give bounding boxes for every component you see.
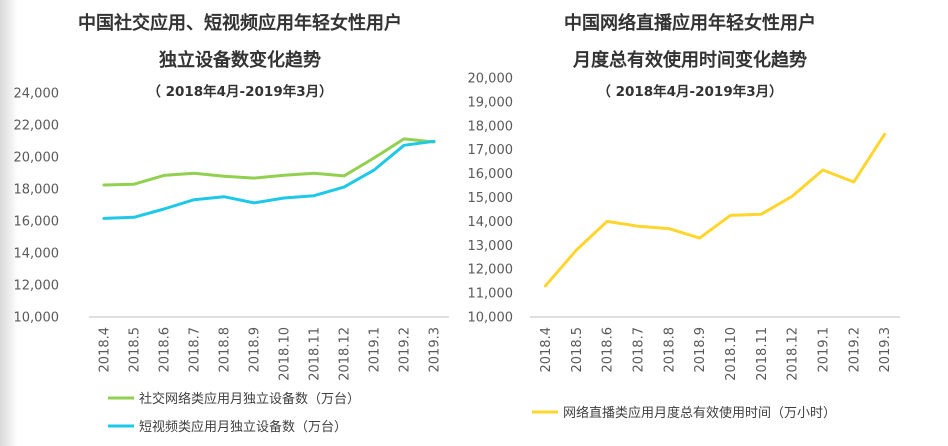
chart1-legend-label-1: 社交网络类应用月独立设备数（万台） xyxy=(139,391,360,407)
chart2-y-tick-label: 17,000 xyxy=(468,143,514,158)
chart2-x-tick-label: 2018.8 xyxy=(662,327,677,373)
left-edge-shadow xyxy=(0,0,18,446)
chart1-y-tick-label: 10,000 xyxy=(14,311,60,326)
chart1-y-tick-label: 14,000 xyxy=(14,247,60,262)
chart1-series-line-1 xyxy=(102,137,436,187)
chart1-y-tick-label: 20,000 xyxy=(14,151,60,166)
chart2-title-line1: 中国网络直播应用年轻女性用户 xyxy=(564,13,816,34)
chart2-subtitle: （ 2018年4月-2019年3月） xyxy=(597,84,783,100)
chart2-y-tick-label: 10,000 xyxy=(468,311,514,326)
chart1-x-tick-label: 2018.5 xyxy=(128,327,143,373)
chart1-x-tick-label: 2018.8 xyxy=(218,327,233,373)
chart2-y-tick-label: 15,000 xyxy=(468,191,514,206)
chart1-y-tick-label: 22,000 xyxy=(14,119,60,134)
chart2-x-tick-label: 2018.12 xyxy=(786,327,801,381)
chart1-y-tick-label: 12,000 xyxy=(14,279,60,294)
chart2-x-tick-label: 2019.2 xyxy=(847,327,862,373)
chart1-x-tick-label: 2018.11 xyxy=(308,327,323,381)
chart1-title-line1: 中国社交应用、短视频应用年轻女性用户 xyxy=(78,13,402,34)
chart2-y-tick-label: 18,000 xyxy=(468,119,514,134)
chart2-y-tick-label: 12,000 xyxy=(468,263,514,278)
chart2-x-tick-label: 2018.10 xyxy=(724,327,739,381)
chart1-x-tick-label: 2018.9 xyxy=(248,327,263,373)
chart1-x-tick-label: 2019.1 xyxy=(368,327,383,373)
chart1-x-tick-label: 2018.12 xyxy=(338,327,353,381)
chart1-y-tick-label: 16,000 xyxy=(14,215,60,230)
chart2-y-tick-label: 14,000 xyxy=(468,215,514,230)
chart2-y-tick-label: 13,000 xyxy=(468,239,514,254)
chart2-x-tick-label: 2018.11 xyxy=(755,327,770,381)
chart2-x-tick-label: 2018.6 xyxy=(601,327,616,373)
chart2-y-tick-label: 20,000 xyxy=(468,72,514,87)
chart1-x-tick-label: 2019.2 xyxy=(398,327,413,373)
chart1-x-tick-label: 2018.7 xyxy=(188,327,203,373)
chart2-y-tick-label: 16,000 xyxy=(468,167,514,182)
chart2-x-tick-label: 2018.5 xyxy=(570,327,585,373)
chart2-x-tick-label: 2018.7 xyxy=(631,327,646,373)
chart2-series-line-1 xyxy=(543,132,887,288)
chart1-y-tick-label: 18,000 xyxy=(14,183,60,198)
chart2-x-tick-label: 2019.3 xyxy=(878,327,893,373)
chart1-title-line2: 独立设备数变化趋势 xyxy=(159,50,321,71)
chart2-x-tick-label: 2018.4 xyxy=(539,327,554,373)
chart1-x-tick-label: 2018.4 xyxy=(98,327,113,373)
chart1-subtitle: （ 2018年4月-2019年3月） xyxy=(147,84,333,100)
chart2-x-tick-label: 2019.1 xyxy=(816,327,831,373)
chart1-legend-label-2: 短视频类应用月独立设备数（万台） xyxy=(139,419,347,435)
chart1-x-tick-label: 2018.6 xyxy=(158,327,173,373)
chart2-y-tick-label: 11,000 xyxy=(468,287,514,302)
chart2-title-line2: 月度总有效使用时间变化趋势 xyxy=(573,50,807,71)
chart2-x-tick-label: 2018.9 xyxy=(693,327,708,373)
chart1-x-tick-label: 2018.10 xyxy=(278,327,293,381)
chart1-y-tick-label: 24,000 xyxy=(14,87,60,102)
chart2-y-tick-label: 19,000 xyxy=(468,95,514,110)
chart2-legend-label-1: 网络直播类应用月度总有效使用时间（万小时） xyxy=(563,405,836,421)
chart1-series-line-2 xyxy=(102,139,436,220)
chart1-x-tick-label: 2019.3 xyxy=(428,327,443,373)
